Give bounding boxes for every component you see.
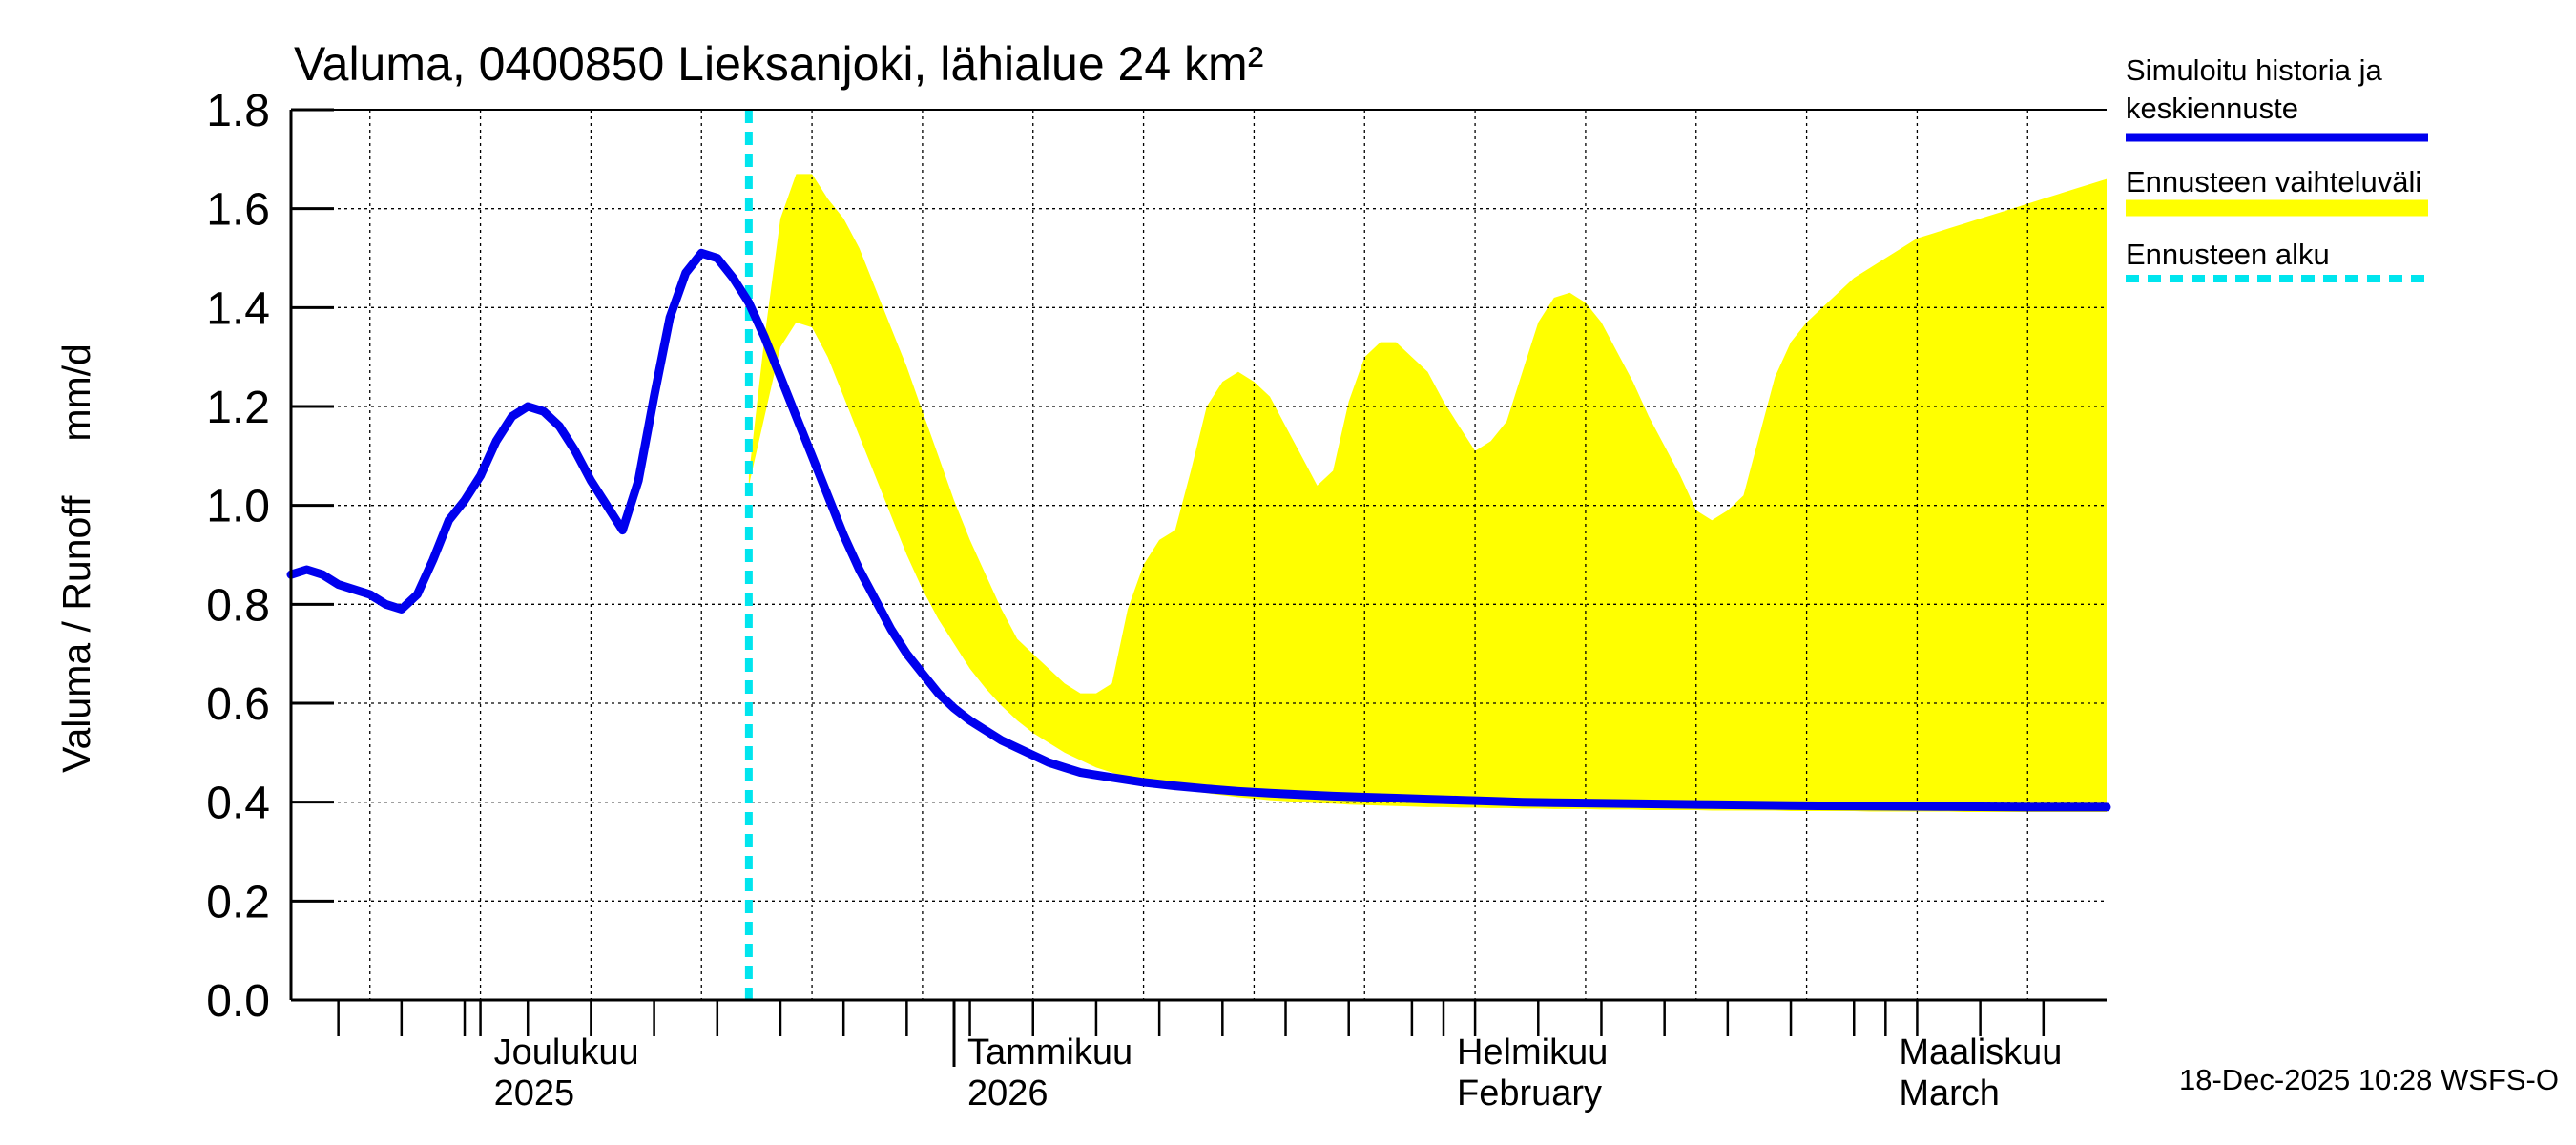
- chart-title: Valuma, 0400850 Lieksanjoki, lähialue 24…: [294, 37, 1263, 91]
- y-tick-label: 0.8: [206, 580, 270, 631]
- x-month-sublabel: March: [1899, 1073, 2000, 1114]
- legend-label-forecast-start: Ennusteen alku: [2126, 238, 2330, 271]
- footer-timestamp: 18-Dec-2025 10:28 WSFS-O: [2179, 1063, 2559, 1096]
- y-tick-label: 0.0: [206, 976, 270, 1027]
- grid: [291, 110, 2107, 1000]
- x-month-label: Helmikuu: [1457, 1032, 1608, 1072]
- y-tick-label: 0.2: [206, 877, 270, 927]
- legend-label-range: Ennusteen vaihteluväli: [2126, 165, 2421, 198]
- forecast-range-band: [748, 174, 2107, 812]
- legend-label-sim-line2: keskiennuste: [2126, 92, 2298, 125]
- legend-label-sim-line1: Simuloitu historia ja: [2126, 53, 2383, 87]
- y-tick-label: 1.6: [206, 185, 270, 236]
- axes: 0.00.20.40.60.81.01.21.41.61.8Joulukuu20…: [206, 86, 2107, 1114]
- forecast-range-layer: [748, 174, 2107, 812]
- runoff-line-layer: [286, 248, 2111, 812]
- y-tick-label: 1.8: [206, 86, 270, 136]
- x-month-label: Maaliskuu: [1899, 1032, 2062, 1072]
- x-month-label: Joulukuu: [494, 1032, 639, 1072]
- runoff-line: [286, 248, 2111, 812]
- y-tick-label: 0.4: [206, 779, 270, 829]
- y-tick-label: 0.6: [206, 679, 270, 730]
- x-month-label: Tammikuu: [967, 1032, 1132, 1072]
- x-month-sublabel: 2025: [494, 1073, 575, 1114]
- legend: Simuloitu historia ja keskiennuste Ennus…: [2126, 53, 2428, 282]
- y-tick-label: 1.2: [206, 383, 270, 433]
- y-tick-label: 1.4: [206, 283, 270, 334]
- y-tick-label: 1.0: [206, 482, 270, 532]
- x-month-sublabel: 2026: [967, 1073, 1049, 1114]
- x-month-sublabel: February: [1457, 1073, 1602, 1114]
- y-axis-label: Valuma / Runoff mm/d: [54, 344, 98, 773]
